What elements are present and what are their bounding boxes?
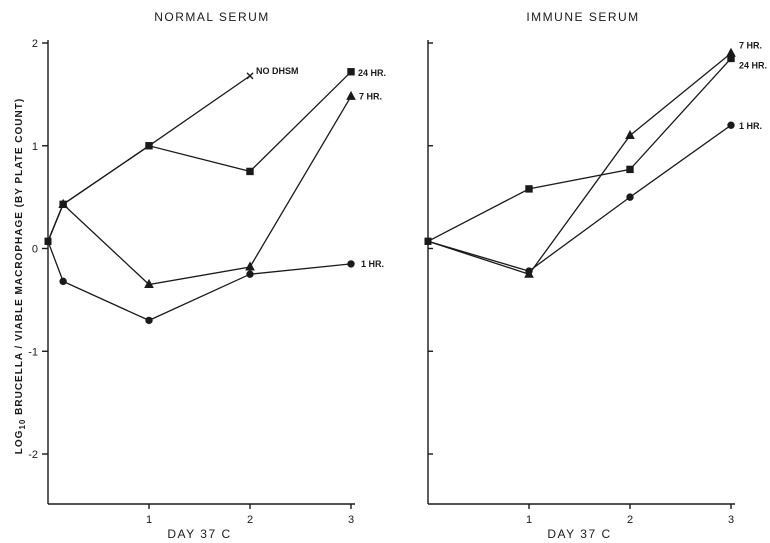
data-point <box>246 270 254 278</box>
panel-title: NORMAL SERUM <box>154 10 270 24</box>
data-point <box>44 237 52 245</box>
y-tick-label: -1 <box>28 346 38 358</box>
series-label: NO DHSM <box>256 66 299 76</box>
panel-title: IMMUNE SERUM <box>526 10 639 24</box>
data-point <box>525 185 533 193</box>
y-axis-label: LOG10 BRUCELLA / VIABLE MACROPHAGE (BY P… <box>14 98 27 454</box>
panel-normal-serum: NORMAL SERUM 2 1 0 -1 -2 1 2 3 DAY 37 C NO DHSM 24 … <box>28 10 386 541</box>
data-point <box>59 277 67 286</box>
data-point <box>145 316 153 325</box>
data-point <box>727 54 735 63</box>
series-label: 1 HR. <box>361 259 384 269</box>
series-label: 24 HR. <box>358 68 386 78</box>
panel-immune-serum: IMMUNE SERUM 1 2 3 DAY 37 C 7 HR. 24 HR. 1 HR. <box>424 10 767 541</box>
series-line <box>47 75 251 242</box>
data-point <box>245 261 255 271</box>
data-point <box>145 142 153 150</box>
series-label: 1 HR. <box>739 121 762 131</box>
data-point <box>246 72 254 80</box>
data-point <box>246 167 254 176</box>
series-label: 7 HR. <box>359 91 382 101</box>
x-tick-label: 1 <box>526 514 532 526</box>
series-24-hr: 24 HR. <box>424 54 767 245</box>
x-axis-label: DAY 37 C <box>167 527 231 541</box>
series-line <box>427 52 732 275</box>
x-tick-label: 3 <box>728 514 734 526</box>
x-tick-label: 2 <box>627 514 633 526</box>
series-label: 24 HR. <box>739 60 767 70</box>
data-point <box>424 237 432 245</box>
x-tick-label: 1 <box>146 514 152 526</box>
y-tick-label: 0 <box>32 244 38 256</box>
series-line <box>427 124 732 272</box>
y-tick-label: -2 <box>28 449 38 461</box>
series-no-dhsm: NO DHSM <box>47 66 299 242</box>
series-line <box>47 96 352 286</box>
x-tick-label: 2 <box>247 514 253 526</box>
series-1-hr: 1 HR. <box>44 237 384 325</box>
data-point <box>625 129 635 139</box>
data-point <box>626 165 634 174</box>
data-point <box>144 278 154 288</box>
data-point <box>58 198 68 208</box>
data-point <box>346 90 356 100</box>
series-line <box>47 71 352 242</box>
series-label: 7 HR. <box>739 40 762 50</box>
x-tick-label: 3 <box>348 514 354 526</box>
data-point <box>525 267 533 275</box>
series-7-hr: 7 HR. <box>424 40 762 278</box>
series-line <box>427 57 732 242</box>
data-point <box>347 260 355 268</box>
data-point <box>347 68 355 76</box>
series-line <box>47 241 352 322</box>
series-1-hr: 1 HR. <box>424 121 762 275</box>
data-point <box>626 193 634 201</box>
y-tick-label: 2 <box>32 38 38 50</box>
x-axis-label: DAY 37 C <box>547 527 611 541</box>
y-tick-label: 1 <box>32 141 38 153</box>
series-24-hr: 24 HR. <box>44 68 386 245</box>
data-point <box>727 121 735 129</box>
series-7-hr: 7 HR. <box>44 90 382 288</box>
